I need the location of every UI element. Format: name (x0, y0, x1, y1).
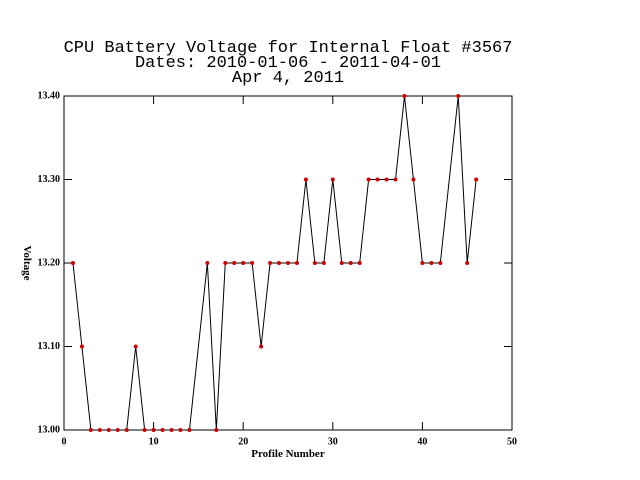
data-point (268, 261, 273, 265)
data-point (357, 261, 362, 265)
x-axis-label: Profile Number (251, 448, 325, 460)
y-axis-label: Voltage (21, 245, 33, 280)
data-point (420, 261, 425, 265)
data-point (187, 428, 192, 432)
data-point (133, 344, 138, 349)
chart-subtitle: Dates: 2010-01-06 - 2011-04-01 (135, 54, 441, 73)
y-tick-label: 13.10 (38, 341, 61, 352)
y-tick-label: 13.40 (38, 90, 61, 101)
data-point (366, 177, 371, 182)
y-tick-label: 13.20 (38, 257, 61, 268)
x-tick-label: 30 (328, 436, 338, 447)
data-point (241, 261, 246, 265)
data-point (250, 261, 255, 265)
data-point (178, 428, 183, 432)
data-point (312, 261, 317, 265)
data-point (330, 177, 335, 182)
data-line (72, 95, 477, 431)
data-point (402, 94, 407, 98)
x-tick-label: 40 (417, 436, 427, 447)
data-point (465, 261, 470, 265)
data-point (286, 261, 290, 265)
data-point (205, 261, 210, 265)
data-point (97, 428, 102, 432)
data-point (232, 261, 237, 265)
data-point (321, 261, 326, 265)
data-point (79, 344, 84, 349)
data-point (277, 261, 282, 265)
data-point (438, 261, 443, 265)
data-point (393, 177, 398, 182)
data-point (474, 177, 479, 182)
data-point (456, 94, 461, 98)
x-tick-label: 0 (62, 436, 67, 447)
chart-date: Apr 4, 2011 (232, 69, 344, 88)
data-point (160, 428, 165, 432)
y-tick-label: 13.30 (38, 174, 61, 185)
data-point (124, 428, 129, 432)
x-tick-label: 20 (238, 436, 248, 447)
data-point (375, 177, 380, 182)
data-point (294, 261, 299, 265)
data-point (411, 177, 416, 182)
data-point (303, 177, 308, 182)
data-point (259, 344, 264, 349)
data-point (88, 428, 93, 432)
data-point (339, 261, 344, 265)
data-point (223, 261, 228, 265)
x-tick-label: 10 (149, 436, 159, 447)
data-point (70, 261, 75, 265)
data-point (169, 428, 174, 432)
y-tick-label: 13.00 (38, 424, 61, 435)
data-point (115, 428, 120, 432)
chart-title: CPU Battery Voltage for Internal Float #… (64, 39, 513, 58)
data-point (348, 261, 353, 265)
x-tick-label: 50 (507, 436, 517, 447)
data-point (142, 428, 147, 432)
data-point (106, 428, 111, 432)
data-point (214, 428, 219, 432)
data-point (429, 261, 434, 265)
data-point (384, 177, 389, 182)
data-point (151, 428, 156, 432)
